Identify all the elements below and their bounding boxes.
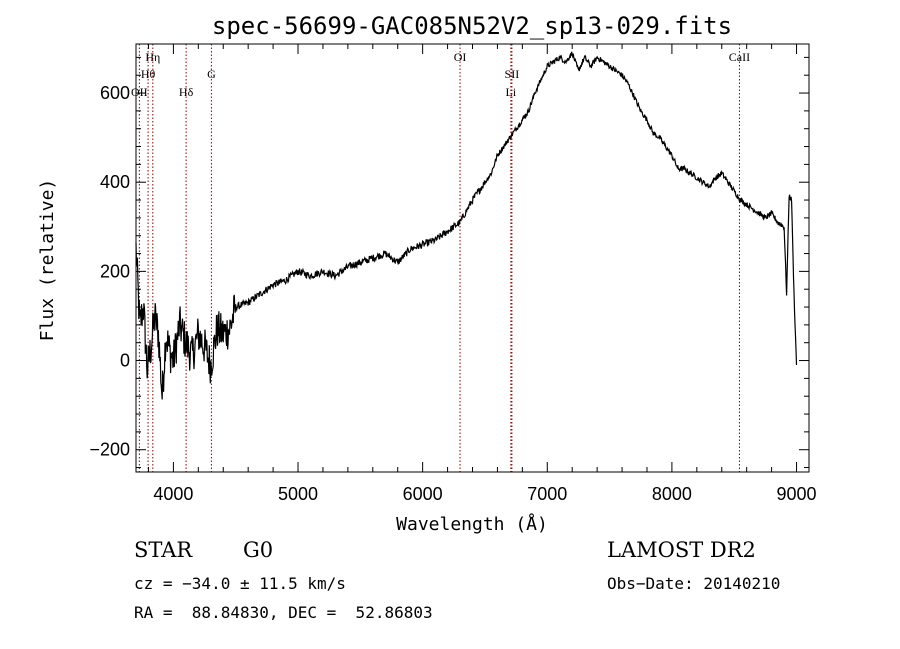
survey-name: LAMOST DR2 <box>607 538 756 562</box>
plot-frame <box>135 43 810 473</box>
line-marker-label: SII <box>505 67 520 81</box>
x-tick-label: 8000 <box>652 484 692 504</box>
line-marker-label: Hθ <box>141 67 156 81</box>
line-marker-label: CaII <box>729 50 750 64</box>
y-axis: −200 0 200 400 600 <box>89 56 809 469</box>
x-tick-label: 7000 <box>527 484 567 504</box>
chart-title: spec-56699-GAC085N52V2_sp13-029.fits <box>212 12 732 40</box>
obs-date-text: Obs−Date: 20140210 <box>607 574 781 593</box>
y-tick-label: 600 <box>100 83 130 103</box>
x-tick-label: 5000 <box>278 484 318 504</box>
x-axis-label: Wavelength (Å) <box>396 513 548 535</box>
x-tick-label: 4000 <box>153 484 193 504</box>
object-subclass: G0 <box>243 538 274 562</box>
y-tick-label: 200 <box>100 261 130 281</box>
line-marker-label: Hδ <box>179 85 194 99</box>
line-marker-labels: Hη Hθ OII Hδ G OI SII Li CaII <box>131 50 750 99</box>
line-marker-label: OII <box>131 85 148 99</box>
y-tick-label: −200 <box>89 440 130 460</box>
x-tick-label: 6000 <box>403 484 443 504</box>
line-marker-label: G <box>207 67 216 81</box>
line-markers <box>138 44 740 472</box>
redshift-text: cz = −34.0 ± 11.5 km/s <box>134 574 346 593</box>
y-axis-label: Flux (relative) <box>37 179 58 342</box>
line-marker-label: Li <box>506 85 517 99</box>
line-marker-label: OI <box>454 50 467 64</box>
x-axis: 4000 5000 6000 7000 8000 9000 <box>147 44 817 504</box>
coordinates-text: RA = 88.84830, DEC = 52.86803 <box>134 603 433 622</box>
spectrum-line <box>135 51 798 400</box>
object-class: STAR <box>134 538 193 562</box>
y-tick-label: 400 <box>100 172 130 192</box>
line-marker-label: Hη <box>145 50 160 64</box>
y-tick-label: 0 <box>120 351 130 371</box>
x-tick-label: 9000 <box>777 484 817 504</box>
